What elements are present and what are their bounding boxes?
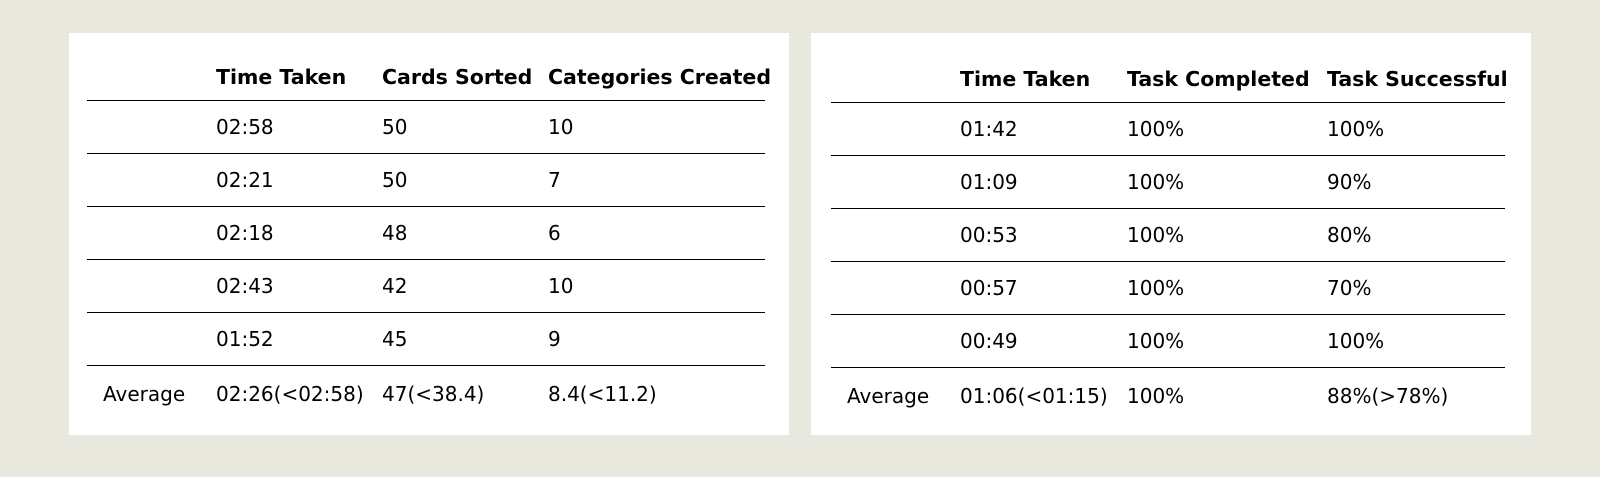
row-label (87, 153, 216, 207)
row-label (831, 261, 960, 315)
cell-task-completed: 100% (1127, 155, 1327, 209)
row-label (831, 155, 960, 209)
card-sort-results-table: Time Taken Cards Sorted Categories Creat… (87, 53, 771, 422)
table-header-row: Time Taken Task Completed Task Successfu… (831, 55, 1508, 103)
table-row: 00:53 100% 80% (831, 208, 1505, 262)
cell-time-taken: 00:53 (960, 208, 1127, 262)
cell-categories-created: 10 (548, 100, 765, 154)
row-label (831, 208, 960, 262)
header-categories-created: Categories Created (548, 53, 771, 101)
average-task-successful: 88%(>78%) (1327, 383, 1449, 408)
average-row: Average 01:06(<01:15) 100% 88%(>78%) (831, 368, 1505, 424)
cell-task-successful: 70% (1327, 261, 1505, 315)
average-task-completed: 100% (1127, 383, 1185, 408)
row-label (87, 312, 216, 366)
cell-task-successful: 90% (1327, 155, 1505, 209)
cell-time-taken: 01:09 (960, 155, 1127, 209)
cell-task-successful: 100% (1327, 314, 1505, 368)
cell-time-taken: 00:49 (960, 314, 1127, 368)
average-label: Average (103, 381, 186, 406)
cell-time-taken: 01:42 (960, 102, 1127, 156)
table-row: 02:18 48 6 (87, 206, 765, 260)
cell-cards-sorted: 50 (382, 153, 548, 207)
average-row: Average 02:26(<02:58) 47(<38.4) 8.4(<11.… (87, 366, 765, 422)
table-row: 00:49 100% 100% (831, 314, 1505, 368)
table-row: 02:58 50 10 (87, 100, 765, 154)
row-label (87, 259, 216, 313)
header-empty (831, 55, 960, 103)
header-task-successful: Task Successful (1327, 55, 1508, 103)
cell-cards-sorted: 48 (382, 206, 548, 260)
cell-cards-sorted: 45 (382, 312, 548, 366)
cell-task-completed: 100% (1127, 208, 1327, 262)
cell-time-taken: 01:52 (216, 312, 382, 366)
table-row: 01:09 100% 90% (831, 155, 1505, 209)
cell-task-completed: 100% (1127, 102, 1327, 156)
cell-categories-created: 6 (548, 206, 765, 260)
table-header-row: Time Taken Cards Sorted Categories Creat… (87, 53, 771, 101)
table-row: 01:42 100% 100% (831, 102, 1505, 156)
cell-time-taken: 02:21 (216, 153, 382, 207)
row-label (831, 314, 960, 368)
header-task-completed: Task Completed (1127, 55, 1327, 103)
cell-task-successful: 80% (1327, 208, 1505, 262)
cell-time-taken: 02:43 (216, 259, 382, 313)
cell-categories-created: 9 (548, 312, 765, 366)
cell-task-completed: 100% (1127, 261, 1327, 315)
table-row: 00:57 100% 70% (831, 261, 1505, 315)
task-results-panel: Time Taken Task Completed Task Successfu… (811, 33, 1531, 435)
row-label (831, 102, 960, 156)
average-time-taken: 01:06(<01:15) (960, 383, 1108, 408)
cell-time-taken: 02:58 (216, 100, 382, 154)
table-row: 02:43 42 10 (87, 259, 765, 313)
average-categories-created: 8.4(<11.2) (548, 381, 657, 406)
row-label (87, 206, 216, 260)
cell-cards-sorted: 42 (382, 259, 548, 313)
table-row: 01:52 45 9 (87, 312, 765, 366)
average-label: Average (847, 383, 930, 408)
task-results-table: Time Taken Task Completed Task Successfu… (831, 55, 1508, 424)
header-time-taken: Time Taken (216, 53, 382, 101)
cell-categories-created: 10 (548, 259, 765, 313)
header-cards-sorted: Cards Sorted (382, 53, 548, 101)
cell-cards-sorted: 50 (382, 100, 548, 154)
cell-time-taken: 00:57 (960, 261, 1127, 315)
row-label (87, 100, 216, 154)
cell-time-taken: 02:18 (216, 206, 382, 260)
cell-task-successful: 100% (1327, 102, 1505, 156)
header-time-taken: Time Taken (960, 55, 1127, 103)
average-cards-sorted: 47(<38.4) (382, 381, 485, 406)
table-row: 02:21 50 7 (87, 153, 765, 207)
cell-categories-created: 7 (548, 153, 765, 207)
card-sort-results-panel: Time Taken Cards Sorted Categories Creat… (69, 33, 789, 435)
average-time-taken: 02:26(<02:58) (216, 381, 364, 406)
header-empty (87, 53, 216, 101)
cell-task-completed: 100% (1127, 314, 1327, 368)
